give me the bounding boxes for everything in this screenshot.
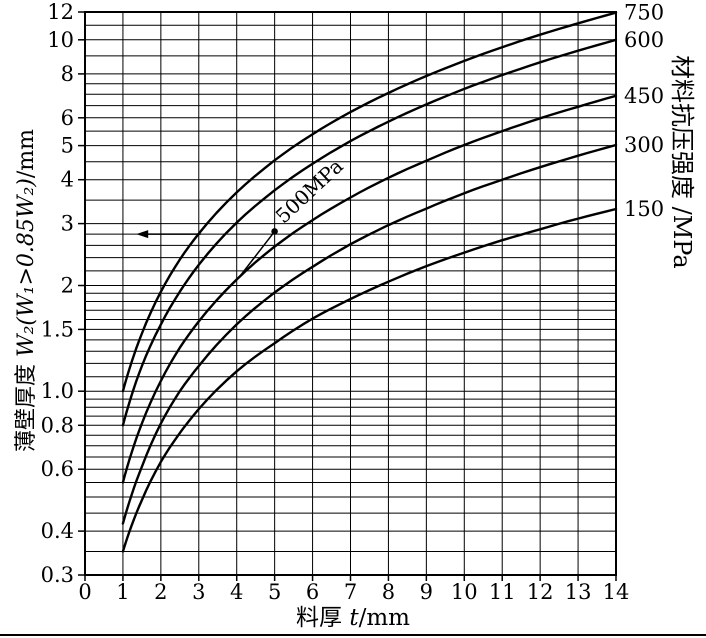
curve-label-750: 750 — [624, 1, 664, 25]
x-tick-label: 1 — [116, 580, 129, 604]
y-tick-label: 0.4 — [41, 519, 74, 543]
curve-750 — [121, 11, 618, 393]
y-tick-label: 4 — [61, 168, 74, 192]
x-tick-label: 0 — [78, 580, 91, 604]
curve-label-300: 300 — [624, 133, 664, 157]
y-tick-label: 1.0 — [41, 379, 74, 403]
y-tick-label: 3 — [61, 212, 74, 236]
annotation-dot — [271, 228, 278, 235]
x-axis-title-unit: /mm — [358, 605, 410, 631]
x-tick-label: 4 — [230, 580, 243, 604]
y-tick-label: 8 — [61, 62, 74, 86]
x-tick-label: 14 — [603, 580, 630, 604]
curve-150 — [121, 207, 618, 553]
curve-label-450: 450 — [624, 84, 664, 108]
y2-axis-title: 材料抗压强度 /MPa — [668, 55, 696, 269]
y-axis-title-cn: 薄壁厚度 — [14, 357, 39, 452]
x-axis-title-var: t — [349, 605, 359, 631]
y-tick-label: 2 — [61, 274, 74, 298]
x-tick-label: 2 — [154, 580, 167, 604]
y-tick-label: 10 — [47, 28, 74, 52]
x-axis-title-cn: 料厚 — [296, 605, 350, 631]
bottom-rule — [0, 634, 706, 636]
x-tick-label: 13 — [565, 580, 592, 604]
y-tick-label: 1.5 — [41, 317, 74, 341]
x-tick-label: 12 — [527, 580, 554, 604]
y-tick-label: 0.3 — [41, 563, 74, 587]
y-axis-title: 薄壁厚度 W₂(W₁>0.85W₂)/mm — [8, 129, 40, 452]
x-tick-label: 5 — [268, 580, 281, 604]
grid — [85, 12, 616, 575]
x-tick-label: 11 — [489, 580, 516, 604]
annotation-leader-line — [238, 230, 276, 279]
curve-label-600: 600 — [624, 28, 664, 52]
curve-label-150: 150 — [624, 197, 664, 221]
curve-600 — [121, 38, 618, 427]
y-axis-title-unit: /mm — [14, 128, 39, 179]
x-tick-label: 6 — [306, 580, 319, 604]
curve-300 — [121, 143, 618, 525]
y-tick-label: 0.8 — [41, 413, 74, 437]
x-tick-label: 3 — [192, 580, 205, 604]
y-axis-title-formula: W₂(W₁>0.85W₂) — [14, 178, 39, 357]
y-tick-label: 12 — [47, 0, 74, 24]
curve-450 — [121, 94, 618, 484]
y-tick-label: 5 — [61, 134, 74, 158]
x-tick-label: 10 — [451, 580, 478, 604]
x-tick-label: 8 — [382, 580, 395, 604]
axis-ticks — [78, 11, 617, 581]
x-axis-title: 料厚 t/mm — [0, 598, 706, 632]
y-tick-label: 6 — [61, 106, 74, 130]
x-tick-label: 7 — [344, 580, 357, 604]
annotation-arrow-head — [136, 230, 149, 239]
y-tick-label: 0.6 — [41, 457, 74, 481]
x-tick-label: 9 — [420, 580, 433, 604]
